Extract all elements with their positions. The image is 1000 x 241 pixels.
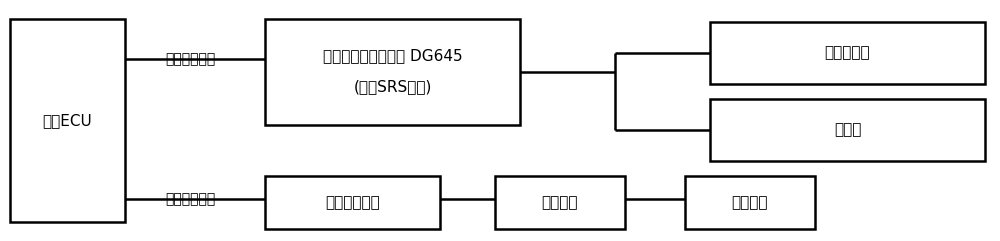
Text: 点火电极: 点火电极 [732, 195, 768, 210]
Bar [710, 22, 985, 84]
Text: 点火驱动电路: 点火驱动电路 [325, 195, 380, 210]
Bar [10, 19, 125, 222]
Text: 点火模块: 点火模块 [542, 195, 578, 210]
Text: 数字延迟脉冲发生器 DG645: 数字延迟脉冲发生器 DG645 [323, 48, 462, 63]
Bar [495, 176, 625, 229]
Text: 示波器: 示波器 [834, 123, 861, 138]
Bar [265, 176, 440, 229]
Bar [710, 99, 985, 161]
Text: (美国SRS公司): (美国SRS公司) [353, 79, 432, 94]
Bar [265, 19, 520, 125]
Text: 同步控制信号: 同步控制信号 [165, 52, 215, 66]
Bar [685, 176, 815, 229]
Text: 点火控制信号: 点火控制信号 [165, 192, 215, 206]
Text: 高速摄像机: 高速摄像机 [825, 46, 870, 60]
Text: 专用ECU: 专用ECU [43, 113, 92, 128]
